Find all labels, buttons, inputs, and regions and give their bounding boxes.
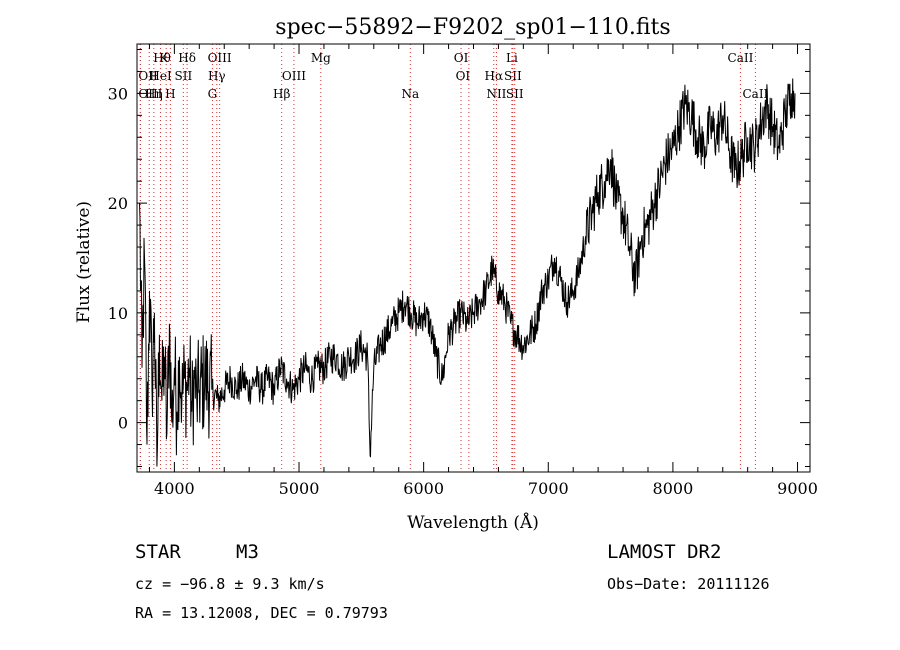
subclass-label: M3	[236, 541, 259, 563]
x-tick-label: 6000	[403, 479, 444, 498]
class-label: STAR	[135, 541, 181, 563]
line-marker-label: Hβ	[273, 87, 290, 101]
x-tick-label: 4000	[154, 479, 195, 498]
series-layer	[139, 78, 796, 467]
y-tick-label: 30	[108, 84, 128, 103]
y-tick-label: 0	[118, 414, 128, 433]
coordinates-readout: RA = 13.12008, DEC = 0.79793	[135, 604, 388, 622]
line-marker-label: NII	[486, 87, 506, 101]
line-marker-label: CaII	[728, 51, 754, 65]
obs-date-readout: Obs−Date: 20111126	[607, 575, 770, 593]
x-tick-label: 9000	[777, 479, 818, 498]
axes-layer: 4000 5000 6000 7000 8000 9000 0 10 20 30	[108, 43, 818, 498]
x-axis-label: Wavelength (Å)	[407, 512, 539, 533]
line-marker-label: Hθ	[153, 51, 171, 65]
line-marker-label: G	[208, 87, 218, 101]
line-marker-label: Hη	[145, 87, 163, 101]
line-marker-label: H	[165, 87, 175, 101]
line-marker-label: K	[159, 51, 169, 65]
line-marker-label: Mg	[311, 51, 331, 65]
line-marker-label: SII	[506, 87, 524, 101]
y-axis-label: Flux (relative)	[74, 201, 94, 323]
line-marker-label: SII	[504, 69, 522, 83]
line-marker-label: OI	[456, 69, 471, 83]
line-marker-label: Hγ	[208, 69, 226, 83]
y-tick-label: 20	[108, 194, 128, 213]
line-marker-label: OIII	[208, 51, 232, 65]
redshift-readout: cz = −96.8 ± 9.3 km/s	[135, 575, 325, 593]
y-tick-label: 10	[108, 304, 128, 323]
x-tick-label: 5000	[279, 479, 320, 498]
line-marker-label: OIII	[138, 87, 162, 101]
line-marker-label: Hδ	[178, 51, 196, 65]
line-marker-label: SII	[175, 69, 193, 83]
chart-title: spec−55892−F9202_sp01−110.fits	[275, 15, 670, 40]
line-marker-label: Li	[506, 51, 518, 65]
spectrum-line	[139, 78, 796, 467]
line-marker-label: CaII	[742, 87, 768, 101]
x-tick-label: 8000	[653, 479, 694, 498]
line-marker-label: HeI	[149, 69, 172, 83]
line-marker-label: OIII	[282, 69, 306, 83]
line-marker-label: OI	[454, 51, 469, 65]
survey-label: LAMOST DR2	[607, 541, 722, 563]
line-marker-label: Hα	[485, 69, 504, 83]
line-marker-label: Na	[401, 87, 419, 101]
line-marker-label: OII	[138, 69, 158, 83]
x-tick-label: 7000	[528, 479, 569, 498]
